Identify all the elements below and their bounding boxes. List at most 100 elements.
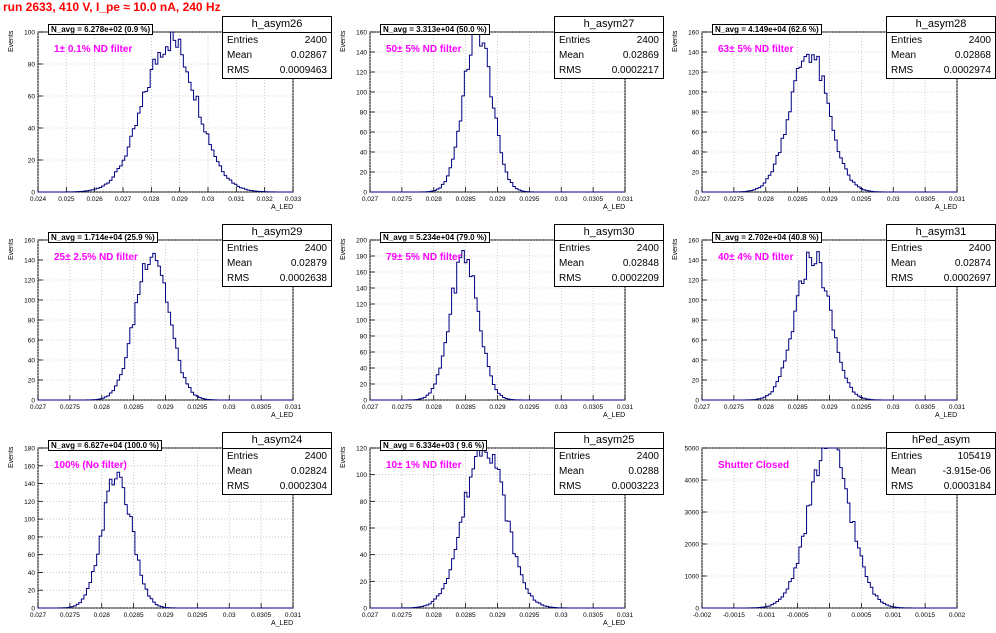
stats-label-entries: Entries xyxy=(227,451,259,462)
y-tick-label: 100 xyxy=(356,318,367,325)
y-tick-label: 20 xyxy=(360,170,368,177)
stats-label-entries: Entries xyxy=(227,35,259,46)
y-tick-label: 40 xyxy=(360,366,368,373)
x-tick-label: 0.0295 xyxy=(519,612,539,619)
y-axis-label: Events xyxy=(340,30,347,52)
x-axis-label: A_LED xyxy=(271,620,294,627)
hist-name: h_asym29 xyxy=(223,225,331,241)
y-tick-label: 60 xyxy=(360,350,368,357)
x-tick-label: 0.028 xyxy=(426,404,443,411)
stats-value-entries: 2400 xyxy=(636,451,659,462)
y-tick-label: 4000 xyxy=(685,478,700,485)
x-tick-label: 0.03 xyxy=(555,196,568,203)
y-tick-label: 80 xyxy=(360,334,368,341)
x-axis-label: A_LED xyxy=(271,412,294,419)
stats-value-rms: 0.0002638 xyxy=(279,273,327,284)
x-tick-label: 0.0305 xyxy=(583,612,603,619)
x-tick-label: 0.0295 xyxy=(851,404,871,411)
navg-label: N_avg = 6.627e+04 (100.0 %) xyxy=(48,440,163,451)
stats-box: hPed_asym Entries 105419 Mean -3.915e-06 RMS 0… xyxy=(886,432,996,495)
x-tick-label: 0.0285 xyxy=(456,196,476,203)
x-tick-label: 0.029 xyxy=(157,612,174,619)
stats-value-rms: 0.0002974 xyxy=(943,65,991,76)
stats-row-entries: Entries 2400 xyxy=(555,241,663,256)
x-tick-label: 0.0295 xyxy=(519,404,539,411)
x-tick-label: 0.031 xyxy=(617,612,634,619)
y-tick-label: 60 xyxy=(692,130,700,137)
x-tick-label: 0.0285 xyxy=(124,612,144,619)
y-tick-label: 20 xyxy=(360,382,368,389)
y-tick-label: 0 xyxy=(31,398,35,405)
hist-panel-h_asym25: 0.027 0.0275 0.028 0.0285 0.029 0.0295 0.03 0.0… xyxy=(332,428,664,633)
stats-label-rms: RMS xyxy=(559,65,582,76)
x-axis-label: A_LED xyxy=(603,204,626,211)
stats-label-rms: RMS xyxy=(227,481,250,492)
x-tick-label: 0.033 xyxy=(285,196,302,203)
stats-label-mean: Mean xyxy=(227,466,253,477)
stats-value-mean: 0.02874 xyxy=(954,258,991,269)
navg-label: N_avg = 6.334e+03 ( 9.6 %) xyxy=(380,440,488,451)
navg-label: N_avg = 1.714e+04 (25.9 %) xyxy=(48,232,158,243)
y-tick-label: 160 xyxy=(356,30,367,37)
y-tick-label: 0 xyxy=(695,606,699,613)
stats-row-rms: RMS 0.0002697 xyxy=(887,271,995,286)
stats-row-entries: Entries 2400 xyxy=(555,449,663,464)
filter-label: 63± 5% ND filter xyxy=(718,44,794,55)
stats-row-mean: Mean 0.02874 xyxy=(887,256,995,271)
y-tick-label: 40 xyxy=(28,570,36,577)
x-tick-label: 0.0015 xyxy=(915,612,935,619)
stats-row-mean: Mean 0.02868 xyxy=(887,48,995,63)
x-tick-label: 0.027 xyxy=(694,404,711,411)
navg-label: N_avg = 3.313e+04 (50.0 %) xyxy=(380,24,490,35)
x-tick-label: 0.0295 xyxy=(851,196,871,203)
y-axis-label: Events xyxy=(8,238,15,260)
stats-label-mean: Mean xyxy=(891,50,917,61)
x-axis-label: A_LED xyxy=(935,412,958,419)
stats-row-rms: RMS 0.0002638 xyxy=(223,271,331,286)
y-tick-label: 0 xyxy=(31,606,35,613)
hist-name: h_asym25 xyxy=(555,433,663,449)
hist-panel-h_asym26: 0.024 0.025 0.026 0.027 0.028 0.029 0.03 0.031 0… xyxy=(0,12,332,217)
x-tick-label: 0.029 xyxy=(172,196,189,203)
navg-label: N_avg = 2.702e+04 (40.8 %) xyxy=(712,232,822,243)
y-tick-label: 160 xyxy=(24,463,35,470)
y-tick-label: 80 xyxy=(692,110,700,117)
y-tick-label: 200 xyxy=(356,238,367,245)
stats-label-entries: Entries xyxy=(227,243,259,254)
y-tick-label: 80 xyxy=(28,62,36,69)
stats-box: h_asym25 Entries 2400 Mean 0.0288 RMS 0.000322… xyxy=(554,432,664,495)
stats-label-rms: RMS xyxy=(559,481,582,492)
x-tick-label: 0.029 xyxy=(489,612,506,619)
stats-row-mean: Mean -3.915e-06 xyxy=(887,464,995,479)
y-axis-label: Events xyxy=(340,446,347,468)
x-tick-label: 0.0275 xyxy=(60,612,80,619)
y-tick-label: 2000 xyxy=(685,542,700,549)
hist-h_asym26 xyxy=(37,31,294,193)
filter-label: 50± 5% ND filter xyxy=(386,44,462,55)
y-tick-label: 40 xyxy=(692,150,700,157)
x-tick-label: 0.0275 xyxy=(392,404,412,411)
stats-row-mean: Mean 0.02879 xyxy=(223,256,331,271)
filter-label: 25± 2.5% ND filter xyxy=(54,252,138,263)
x-tick-label: 0.0295 xyxy=(187,404,207,411)
stats-value-rms: 0.0002209 xyxy=(611,273,659,284)
stats-row-rms: RMS 0.0009463 xyxy=(223,63,331,78)
x-tick-label: 0.03 xyxy=(555,404,568,411)
y-tick-label: 120 xyxy=(24,499,35,506)
x-axis-label: A_LED xyxy=(271,204,294,211)
x-tick-label: 0.001 xyxy=(885,612,902,619)
stats-label-mean: Mean xyxy=(559,258,585,269)
y-tick-label: 160 xyxy=(688,30,699,37)
x-tick-label: 0.031 xyxy=(228,196,245,203)
hist-plot: -0.002 -0.0015 -0.001 -0.0005 0 0.0005 0.001 0.… xyxy=(685,446,966,620)
y-tick-label: 120 xyxy=(688,70,699,77)
y-tick-label: 40 xyxy=(360,150,368,157)
stats-label-rms: RMS xyxy=(891,481,914,492)
stats-label-mean: Mean xyxy=(227,50,253,61)
x-tick-label: 0.0275 xyxy=(392,196,412,203)
stats-row-mean: Mean 0.0288 xyxy=(555,464,663,479)
x-tick-label: 0.026 xyxy=(87,196,104,203)
hist-plot: 0.027 0.0275 0.028 0.0285 0.029 0.0295 0.03 0.0… xyxy=(24,446,301,620)
y-axis-label: Events xyxy=(672,30,679,52)
stats-label-rms: RMS xyxy=(891,273,914,284)
